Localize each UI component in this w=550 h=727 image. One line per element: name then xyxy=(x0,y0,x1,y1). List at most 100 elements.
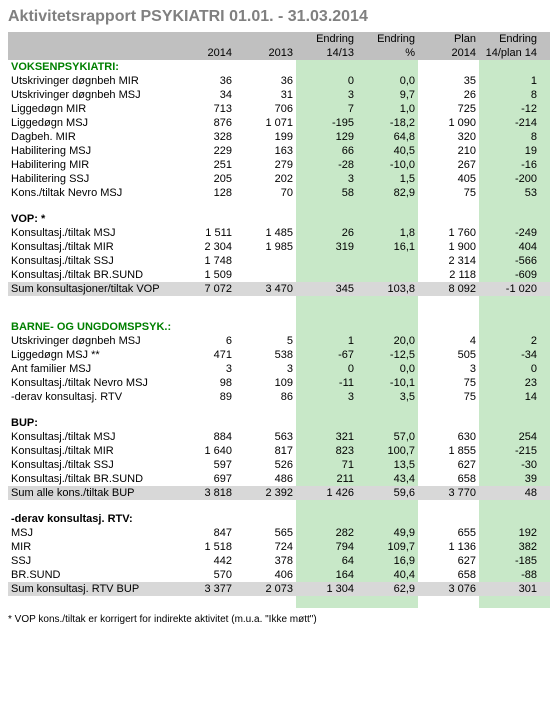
row-value: 2 073 xyxy=(235,582,296,596)
row-value: 794 xyxy=(296,540,357,554)
row-value xyxy=(235,416,296,430)
row-value xyxy=(296,254,357,268)
row-value xyxy=(296,60,357,74)
row-value: -16 xyxy=(479,158,540,172)
row-value xyxy=(235,212,296,226)
row-value: 71 xyxy=(296,458,357,472)
row-value xyxy=(418,512,479,526)
row-value: 98 xyxy=(174,376,235,390)
row-label: Utskrivinger døgnbeh MSJ xyxy=(8,334,174,348)
row-value: 163 xyxy=(235,144,296,158)
row-value: -566 xyxy=(479,254,540,268)
row-value: 2 118 xyxy=(418,268,479,282)
row-value: 86 xyxy=(235,390,296,404)
row-value xyxy=(235,512,296,526)
row-value: 1 071 xyxy=(235,116,296,130)
row-value xyxy=(418,416,479,430)
row-value: Endring xyxy=(479,32,540,46)
row-value: 2013 xyxy=(235,46,296,60)
row-value: -6,7 xyxy=(540,348,550,362)
row-value: -34 xyxy=(479,348,540,362)
row-value: 7 072 xyxy=(174,282,235,296)
row-value: -30 xyxy=(479,458,540,472)
row-value: 570 xyxy=(174,568,235,582)
row-value: 164 xyxy=(296,568,357,582)
row-value: 75 xyxy=(418,376,479,390)
row-value: 0,0 xyxy=(357,362,418,376)
row-value: 103,8 xyxy=(357,282,418,296)
row-value: -200 xyxy=(479,172,540,186)
row-value: 20,0 xyxy=(357,334,418,348)
row-value: 75 xyxy=(418,186,479,200)
row-value: 13,5 xyxy=(357,458,418,472)
row-value: 627 xyxy=(418,554,479,568)
row-value xyxy=(174,320,235,334)
row-value: 50,0 xyxy=(540,334,550,348)
row-value: 57,0 xyxy=(357,430,418,444)
row-label: Konsultasj./tiltak MIR xyxy=(8,444,174,458)
row-value xyxy=(540,512,550,526)
row-label: Konsultasj./tiltak BR.SUND xyxy=(8,472,174,486)
row-value: 21,3 xyxy=(540,240,550,254)
row-label: Sum alle kons./tiltak BUP xyxy=(8,486,174,500)
row-value: 100,7 xyxy=(357,444,418,458)
row-value: 0 xyxy=(296,74,357,88)
row-value xyxy=(174,512,235,526)
row-value: 319 xyxy=(296,240,357,254)
row-value: 658 xyxy=(418,568,479,582)
row-value: 9,7 xyxy=(357,88,418,102)
row-value xyxy=(479,512,540,526)
row-label: BARNE- OG UNGDOMSPSYK.: xyxy=(8,320,174,334)
row-value: 14 xyxy=(479,390,540,404)
row-value: 823 xyxy=(296,444,357,458)
row-value: 655 xyxy=(418,526,479,540)
row-value: 64,8 xyxy=(357,130,418,144)
row-value: -29,5 xyxy=(540,554,550,568)
row-value: 817 xyxy=(235,444,296,458)
row-value: 254 xyxy=(479,430,540,444)
row-value: 1,5 xyxy=(357,172,418,186)
row-value: -249 xyxy=(479,226,540,240)
row-value: 251 xyxy=(174,158,235,172)
row-value: 2 304 xyxy=(174,240,235,254)
row-value: 1 640 xyxy=(174,444,235,458)
row-value xyxy=(479,60,540,74)
row-value: 724 xyxy=(235,540,296,554)
row-label: Habilitering MSJ xyxy=(8,144,174,158)
row-value: 8 xyxy=(479,130,540,144)
row-label: MSJ xyxy=(8,526,174,540)
row-value: -18,2 xyxy=(357,116,418,130)
row-value xyxy=(174,32,235,46)
row-value: 2 314 xyxy=(418,254,479,268)
row-value: 1 760 xyxy=(418,226,479,240)
row-value: 48 xyxy=(479,486,540,500)
row-value xyxy=(174,212,235,226)
row-label: Liggedøgn MSJ ** xyxy=(8,348,174,362)
row-value: 40,4 xyxy=(357,568,418,582)
row-value: 1 xyxy=(479,74,540,88)
row-value xyxy=(357,60,418,74)
row-label xyxy=(8,32,174,46)
row-value: 505 xyxy=(418,348,479,362)
row-value: 18,7 xyxy=(540,390,550,404)
row-value: 627 xyxy=(418,458,479,472)
row-value: 128 xyxy=(174,186,235,200)
row-value: 3 xyxy=(235,362,296,376)
row-value: -185 xyxy=(479,554,540,568)
row-value: 16,9 xyxy=(357,554,418,568)
row-value: 630 xyxy=(418,430,479,444)
row-value: -6,0 xyxy=(540,158,550,172)
row-value: 404 xyxy=(479,240,540,254)
row-label: Kons./tiltak Nevro MSJ xyxy=(8,186,174,200)
row-value: 563 xyxy=(235,430,296,444)
row-value: 109,7 xyxy=(357,540,418,554)
row-value: 211 xyxy=(296,472,357,486)
row-label: SSJ xyxy=(8,554,174,568)
row-value: 36 xyxy=(174,74,235,88)
row-value: 1 511 xyxy=(174,226,235,240)
row-label: Utskrivinger døgnbeh MIR xyxy=(8,74,174,88)
row-value xyxy=(540,320,550,334)
row-value: 847 xyxy=(174,526,235,540)
row-value: 320 xyxy=(418,130,479,144)
row-value: 713 xyxy=(174,102,235,116)
